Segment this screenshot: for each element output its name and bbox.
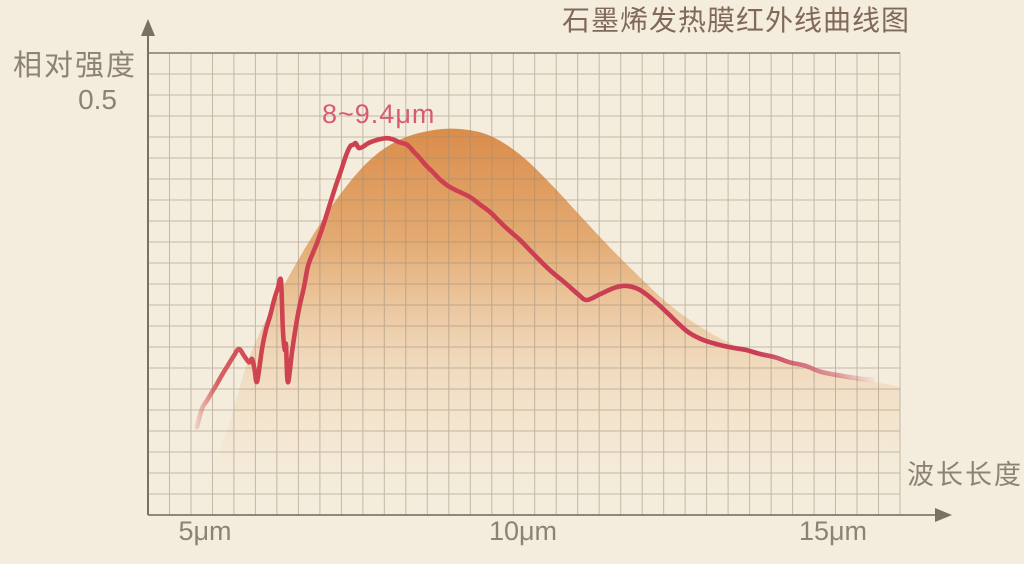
ir-curve — [194, 135, 876, 430]
peak-band-annotation: 8~9.4μm — [322, 99, 436, 129]
x-axis-label: 波长长度 — [907, 460, 1023, 490]
x-tick-10um: 10μm — [488, 516, 558, 546]
heat-envelope-area — [205, 128, 901, 515]
y-axis-label: 相对强度 — [13, 50, 138, 82]
x-tick-5um: 5μm — [178, 516, 232, 546]
chart-title: 石墨烯发热膜红外线曲线图 — [562, 5, 911, 36]
x-axis-arrow-icon — [935, 508, 952, 522]
x-tick-15um: 15μm — [798, 516, 868, 546]
y-tick-label: 0.5 — [78, 84, 117, 115]
y-axis-arrow-icon — [141, 19, 155, 36]
